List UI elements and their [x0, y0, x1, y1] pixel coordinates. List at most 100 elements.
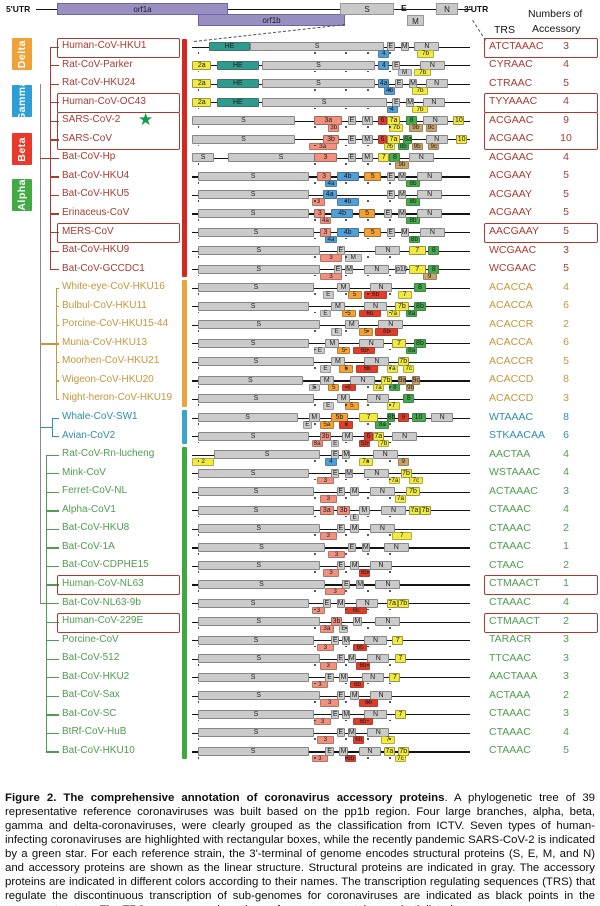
trs-dot	[314, 330, 316, 332]
gene-segment-M: M	[350, 524, 359, 534]
virus-name: Moorhen-CoV-HKU21	[62, 355, 160, 367]
trs-dot	[314, 274, 316, 277]
tree-leaf-branch	[46, 640, 59, 642]
trs-value: CTAAAC	[489, 503, 531, 516]
gene-segment-N: N	[350, 375, 376, 385]
trs-dot	[344, 608, 347, 611]
gene-segment-3: 3	[311, 680, 329, 689]
gene-segment-2a: 2a	[192, 79, 212, 89]
gene-segment-6: 6	[378, 134, 387, 144]
accessory-count: 8	[563, 410, 569, 423]
trs-dot	[314, 515, 316, 518]
trs-dot	[344, 70, 347, 73]
gene-segment-8b: 8b	[406, 216, 420, 225]
gene-segment-M: M	[397, 208, 407, 218]
trs-dot	[367, 256, 369, 258]
trs-value: ACACCA	[489, 336, 533, 349]
gene-segment-S: S	[192, 116, 295, 126]
trs-dot	[314, 571, 316, 574]
trs-dot	[344, 126, 347, 128]
tree-leaf-branch	[56, 324, 59, 327]
clade-legend-label: Beta	[16, 136, 28, 162]
tree-leaf-branch	[46, 473, 59, 475]
virus-name: White-eye-CoV-HKU16	[62, 281, 165, 293]
nucleocapsid-gene-box: N	[436, 3, 458, 15]
clade-bar-gamma	[182, 409, 187, 445]
virus-name: Bat-CoV-Sax	[62, 689, 120, 701]
accessory-count: 1	[563, 540, 569, 553]
trs-dot	[389, 218, 392, 221]
trs-dot	[197, 627, 200, 629]
gene-segment-8: 8	[414, 283, 426, 293]
trs-dot	[314, 367, 316, 370]
gene-segment-N: N	[356, 598, 379, 608]
clade-legend-gamma: Gamma	[12, 80, 32, 122]
genome-line	[192, 565, 470, 568]
accessory-count: 4	[563, 58, 569, 71]
trs-dot	[344, 404, 347, 407]
virus-name: MERS-CoV	[62, 225, 114, 237]
gene-segment-3: 3	[319, 495, 337, 503]
trs-dot	[344, 478, 347, 481]
highlight-box-name	[57, 223, 180, 243]
gene-segment-E: E	[331, 468, 340, 478]
gene-segment-p10: p10	[394, 264, 408, 274]
gene-segment-4a: 4a	[319, 216, 331, 225]
gene-segment-N: N	[369, 691, 393, 701]
gene-segment-7a: 7a	[389, 476, 401, 485]
tree-leaf-branch	[46, 547, 59, 549]
gene-segment-N: N	[369, 487, 395, 497]
gene-segment-7: 7	[386, 402, 401, 410]
gene-segment-2a: 2a	[192, 60, 212, 70]
gene-segment-3: 3	[319, 662, 337, 670]
gene-segment-6: 6	[378, 116, 387, 126]
highlight-box-trs	[484, 93, 598, 114]
gene-segment-S: S	[197, 375, 304, 385]
gene-segment-S: S	[197, 635, 315, 645]
trs-dot	[367, 348, 369, 351]
tree-leaf-branch	[56, 398, 59, 401]
gene-segment-E: E	[314, 346, 326, 355]
gene-segment-HE: HE	[208, 42, 251, 51]
gene-segment-S: S	[197, 505, 315, 515]
accessory-count: 5	[563, 76, 569, 89]
gene-segment-N: N	[375, 246, 401, 256]
tree-leaf-branch	[46, 603, 59, 605]
gene-segment-5: 5	[358, 208, 376, 218]
gene-segment-3: 3	[311, 198, 326, 206]
trs-dot	[367, 460, 369, 462]
trs-dot	[389, 423, 392, 425]
tree-leaf-branch	[56, 380, 59, 382]
gene-segment-M: M	[361, 134, 373, 144]
gene-segment-E: E	[336, 691, 345, 701]
virus-name: Mink-CoV	[62, 466, 106, 478]
trs-dot	[197, 423, 200, 425]
trs-dot	[367, 330, 369, 332]
trs-dot	[389, 515, 392, 518]
clade-legend-label: Delta	[16, 39, 28, 69]
accessory-count: 2	[563, 521, 569, 534]
trs-dot	[389, 311, 392, 314]
virus-name: Bat-CoV-Hp	[62, 151, 116, 163]
tree-leaf-branch	[46, 732, 59, 735]
gene-segment-E: E	[386, 190, 395, 200]
gene-segment-N: N	[369, 561, 393, 571]
gene-segment-M: M	[331, 301, 345, 311]
trs-dot	[367, 126, 369, 128]
trs-dot	[197, 218, 200, 221]
gene-segment-M: M	[361, 116, 373, 126]
tree-leaf-branch	[46, 528, 59, 531]
virus-name: Rat-CoV-Rn-lucheng	[62, 448, 155, 460]
trs-dot	[314, 645, 316, 648]
tree-spine-delta	[56, 287, 58, 399]
trs-dot	[389, 719, 392, 722]
gene-segment-E: E	[336, 654, 345, 664]
gene-segment-3a: 3a	[308, 142, 337, 151]
trs-dot	[389, 70, 392, 73]
trs-dot	[389, 645, 392, 648]
gene-segment-M: M	[400, 227, 409, 237]
gene-segment-3: 3	[319, 254, 343, 262]
trs-value: ACGAAY	[489, 206, 532, 219]
gene-segment-S: S	[192, 153, 215, 163]
trs-dot	[197, 126, 200, 128]
